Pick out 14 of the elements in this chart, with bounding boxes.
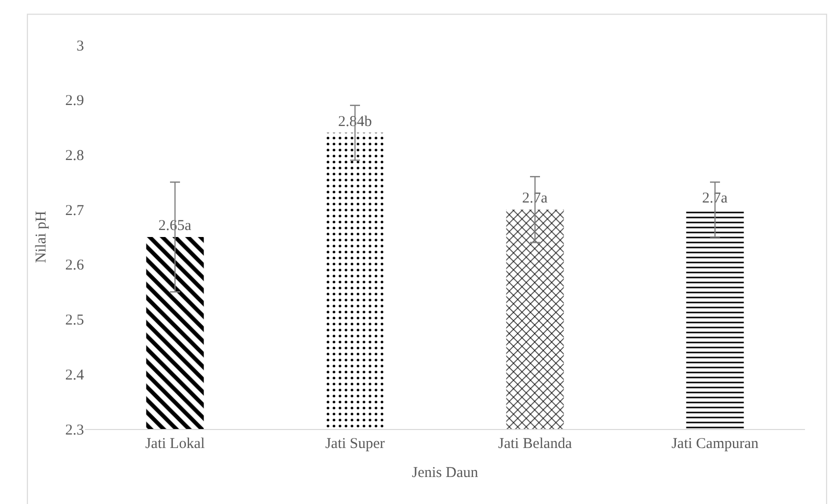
x-tick-label: Jati Lokal [145,436,205,452]
y-tick-label: 2.7 [65,202,84,219]
y-tick-label: 2.8 [65,148,84,164]
y-tick-label: 2.6 [65,258,84,274]
x-axis-title: Jenis Daun [412,465,479,481]
y-tick-label: 2.3 [65,422,84,438]
y-axis-title: Nilai pH [34,210,50,264]
x-tick-label: Jati Campuran [671,436,760,452]
x-tick-label: Jati Belanda [498,436,572,452]
y-tick-label: 3 [76,38,84,54]
y-tick-label: 2.9 [65,93,84,110]
y-tick-label: 2.5 [65,312,84,329]
y-tick-label: 2.4 [65,367,84,384]
x-tick-label: Jati Super [325,436,385,452]
